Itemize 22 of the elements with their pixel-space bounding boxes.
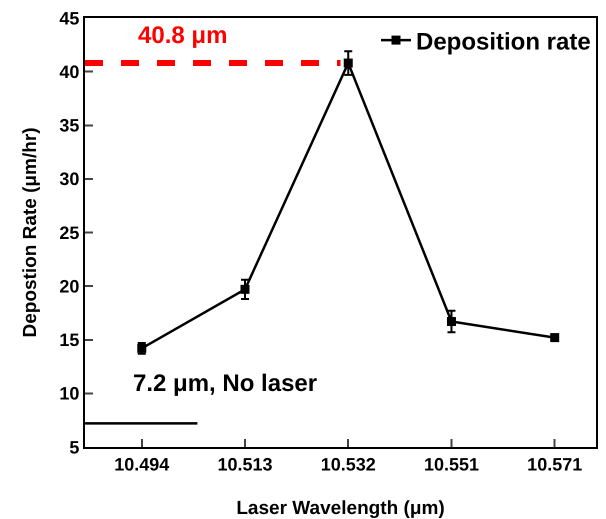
ref-line-label: 7.2 μm, No laser — [133, 370, 318, 397]
y-tick-label: 15 — [59, 330, 80, 350]
x-tick-label: 10.551 — [424, 454, 479, 475]
x-tick-label: 10.532 — [320, 454, 376, 475]
y-axis-title: Depostion Rate (μm/hr) — [20, 127, 41, 338]
y-tick-label: 5 — [69, 437, 80, 458]
point — [446, 317, 456, 326]
x-tick-label: 10.513 — [217, 454, 273, 475]
y-tick-label: 20 — [59, 276, 80, 296]
x-tick-label: 10.571 — [527, 454, 582, 475]
point — [344, 58, 353, 68]
x-tick-label: 10.494 — [114, 454, 170, 475]
y-tick-label: 40 — [59, 62, 80, 82]
y-tick-label: 45 — [59, 8, 80, 28]
point — [240, 284, 250, 294]
legend-label: Deposition rate — [416, 28, 591, 56]
y-tick-label: 30 — [59, 169, 80, 190]
ref-line-label: 40.8 μm — [138, 22, 228, 49]
y-tick-label: 35 — [59, 116, 80, 136]
y-tick-label: 10 — [59, 384, 80, 404]
x-axis-title: Laser Wavelength (μm) — [236, 498, 445, 519]
y-tick-label: 25 — [59, 222, 80, 243]
